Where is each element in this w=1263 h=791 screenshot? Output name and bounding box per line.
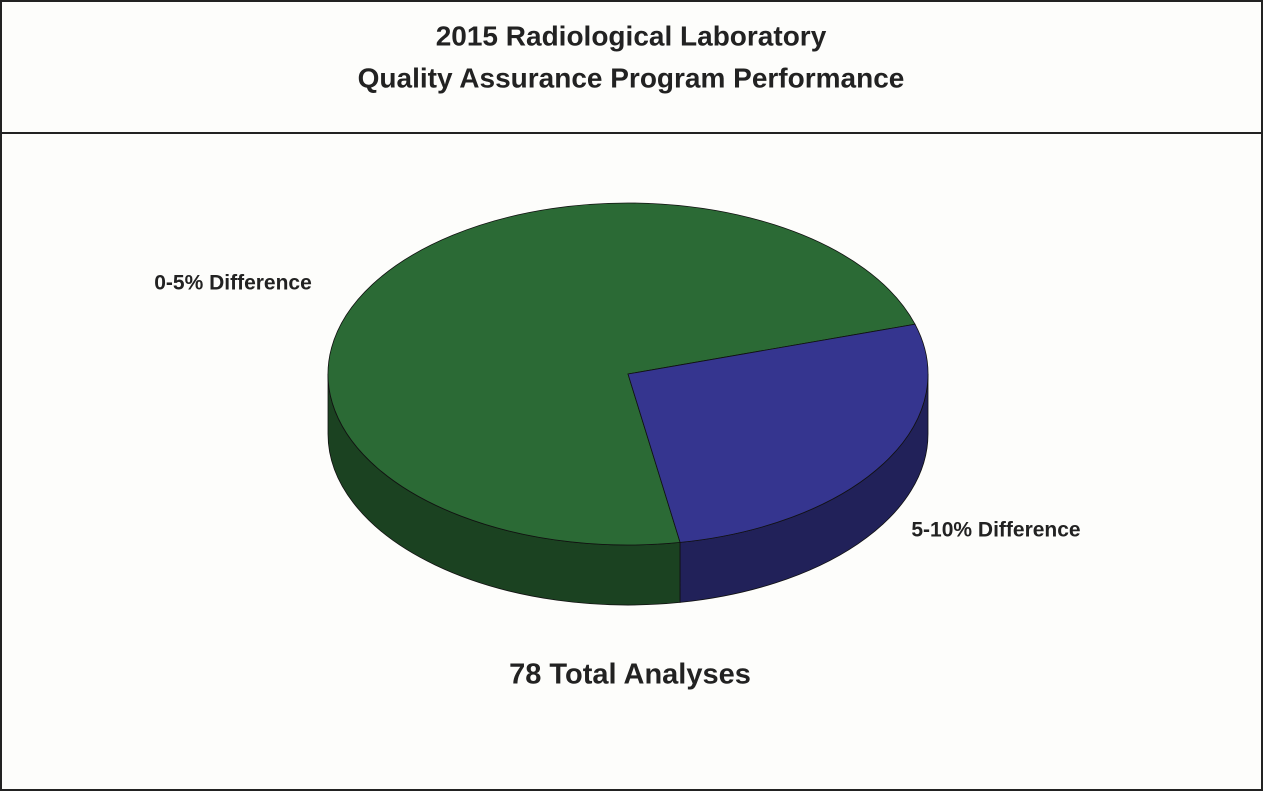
annotation: 78 Total Analyses	[509, 659, 751, 691]
chart-title: 2015 Radiological Laboratory	[436, 20, 827, 51]
pie	[327, 202, 929, 606]
slice-label: 0-5% Difference	[154, 272, 312, 295]
slice-label: 5-10% Difference	[911, 519, 1080, 542]
slice	[627, 323, 929, 543]
chart-subtitle: Quality Assurance Program Performance	[358, 62, 905, 93]
slice	[327, 202, 916, 546]
